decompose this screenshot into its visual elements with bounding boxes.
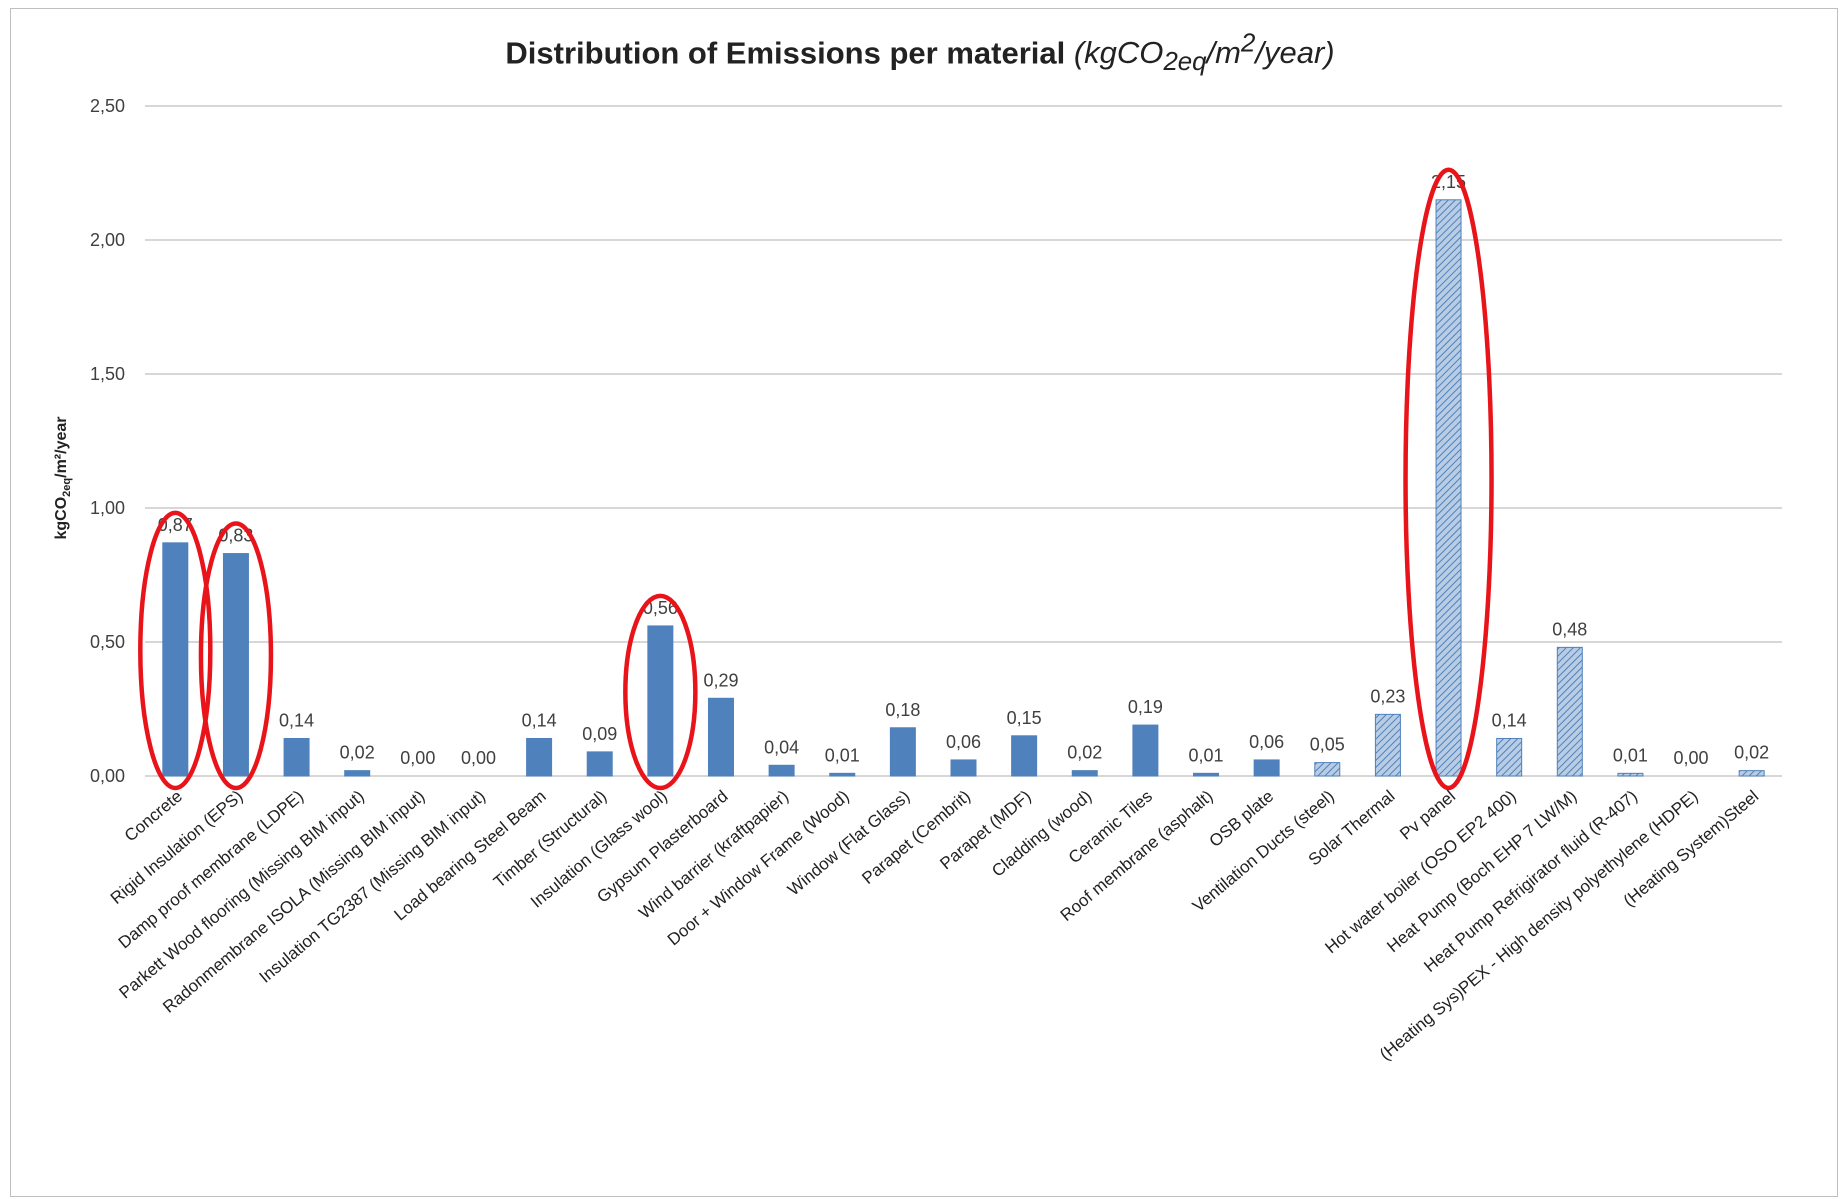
bar [586,751,613,777]
data-label: 0,09 [582,724,617,744]
x-tick-label: Heat Pump Refrigirator fluid (R-407) [1420,787,1641,976]
chart-title-unit: (kgCO2eq/m2/year) [1073,30,1335,77]
bar [526,737,553,777]
data-label: 0,01 [1188,745,1223,765]
data-label: 0,01 [1613,745,1648,765]
data-label: 0,14 [279,710,314,730]
data-label: 0,48 [1552,619,1587,639]
x-tick-label: Insulation TG2387 (Missing BIM input) [256,787,489,987]
data-label: 0,05 [1310,735,1345,755]
data-label: 0,06 [1249,732,1284,752]
bar [1071,770,1098,777]
data-label: 0,56 [643,598,678,618]
ylabel-sub: 2eq [61,478,73,497]
bar [344,770,371,777]
bar [647,625,674,777]
data-label: 0,00 [400,748,435,768]
y-tick-label: 0,00 [90,766,125,786]
data-label: 0,15 [1007,708,1042,728]
y-tick-label: 1,00 [90,498,125,518]
y-axis-title: kgCO2eq/m²/year [53,416,73,539]
data-label: 0,02 [1734,743,1769,763]
bar [1253,759,1280,777]
chart-frame [10,8,1838,1197]
data-label: 0,19 [1128,697,1163,717]
y-tick-label: 1,50 [90,364,125,384]
data-label: 0,14 [1492,710,1527,730]
bar [768,764,795,777]
bar [1132,724,1159,777]
bar [1738,770,1765,777]
data-label: 0,06 [946,732,981,752]
y-tick-label: 0,50 [90,632,125,652]
chart-title-main: Distribution of Emissions per material [505,35,1066,71]
data-label: 0,14 [522,710,557,730]
bar [829,772,856,777]
bar [1011,735,1038,777]
bar [707,697,734,777]
data-label: 0,01 [825,745,860,765]
bars [162,199,1765,777]
bar [1435,199,1462,777]
highlight-ellipse [623,593,698,791]
bar [1193,772,1220,777]
data-label: 0,23 [1370,686,1405,706]
y-tick-label: 2,00 [90,230,125,250]
bar [1617,772,1644,777]
bar [222,553,249,777]
bar [889,727,916,777]
x-tick-label: Timber (Structural) [490,787,610,892]
chart-title: Distribution of Emissions per material (… [0,30,1840,78]
bar [1314,762,1341,777]
data-labels: 0,870,830,140,02 0,00 0,000,140,090,560,29… [158,172,1769,768]
bar [162,542,189,777]
grid-lines [145,105,1782,777]
bar [950,759,977,777]
data-label: 0,00 [1674,748,1709,768]
highlight-ellipses [138,167,1494,791]
bar [283,737,310,777]
highlight-ellipse [138,510,213,791]
bar [1496,737,1523,777]
highlight-ellipse [198,521,274,791]
data-label: 0,04 [764,737,799,757]
data-label: 0,18 [885,700,920,720]
x-tick-label: Parapet (Cembrit) [858,787,974,888]
data-label: 0,29 [703,670,738,690]
bar [1374,713,1401,777]
y-axis: 0,00 0,50 1,00 1,50 2,00 2,50 [90,96,125,786]
ylabel-rest: /m²/year [53,416,70,477]
data-label: 0,02 [340,743,375,763]
data-label: 0,00 [461,748,496,768]
highlight-ellipse [1403,167,1494,791]
title-sup-2: 2 [1240,30,1256,58]
y-tick-label: 2,50 [90,96,125,116]
title-sub-2eq: 2eq [1163,48,1207,77]
bar [1556,646,1583,777]
data-label: 0,02 [1067,743,1102,763]
